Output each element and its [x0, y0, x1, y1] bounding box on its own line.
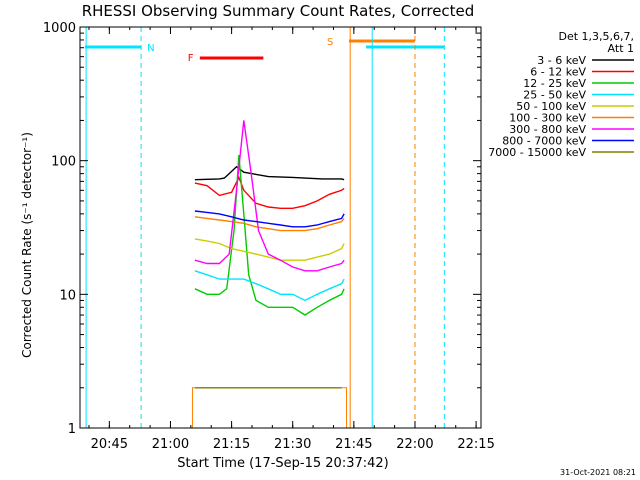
- series-line-6: [194, 120, 345, 272]
- timestamp: 31-Oct-2021 08:21: [560, 468, 636, 477]
- legend-label: 50 - 100 keV: [516, 100, 586, 113]
- series-line-5: [194, 216, 345, 232]
- y-axis-label: Corrected Count Rate (s⁻¹ detector⁻¹): [20, 132, 34, 358]
- x-tick-label: 21:00: [152, 437, 189, 452]
- plot-frame: [79, 26, 482, 429]
- legend-header: Det 1,3,5,6,7,: [558, 30, 634, 43]
- legend-label: 3 - 6 keV: [537, 54, 586, 67]
- x-tick-label: 21:15: [213, 437, 250, 452]
- flag-layer: N S F: [84, 27, 445, 428]
- legend-label: 100 - 300 keV: [509, 112, 586, 125]
- x-tick-label: 21:30: [274, 437, 311, 452]
- series-line-0: [194, 165, 345, 181]
- axis-layer: 20:45 21:00 21:15 21:30 21:45 22:00 22:15 1 10 10…: [43, 21, 495, 452]
- flag-label-n: N: [147, 43, 154, 54]
- x-tick-label: 22:00: [396, 437, 433, 452]
- series-line-2: [194, 155, 345, 316]
- flag-label-f: F: [188, 53, 194, 64]
- y-tick-label: 10: [59, 288, 76, 303]
- series-line-7: [194, 210, 345, 228]
- legend-label: 7000 - 15000 keV: [488, 146, 586, 159]
- legend-label: 12 - 25 keV: [523, 77, 586, 90]
- legend-label: 6 - 12 keV: [530, 66, 586, 79]
- legend-label: 800 - 7000 keV: [502, 135, 586, 148]
- x-tick-label: 21:45: [335, 437, 372, 452]
- y-tick-label: 100: [51, 155, 76, 170]
- x-tick-label: 22:15: [457, 437, 494, 452]
- series-line-1: [194, 175, 345, 210]
- legend-label: 300 - 800 keV: [509, 123, 586, 136]
- y-tick-label: 1000: [43, 21, 76, 36]
- x-tick-label: 20:45: [91, 437, 128, 452]
- flag-label-s: S: [327, 37, 333, 48]
- series-layer: [194, 120, 345, 389]
- legend-label: 25 - 50 keV: [523, 89, 586, 102]
- chart-title: RHESSI Observing Summary Count Rates, Co…: [82, 2, 475, 20]
- y-tick-label: 1: [68, 422, 76, 437]
- legend-subheader: Att 1: [608, 42, 634, 55]
- x-axis-label: Start Time (17-Sep-15 20:37:42): [177, 456, 388, 471]
- series-line-4: [194, 238, 345, 261]
- series-line-3: [194, 270, 345, 302]
